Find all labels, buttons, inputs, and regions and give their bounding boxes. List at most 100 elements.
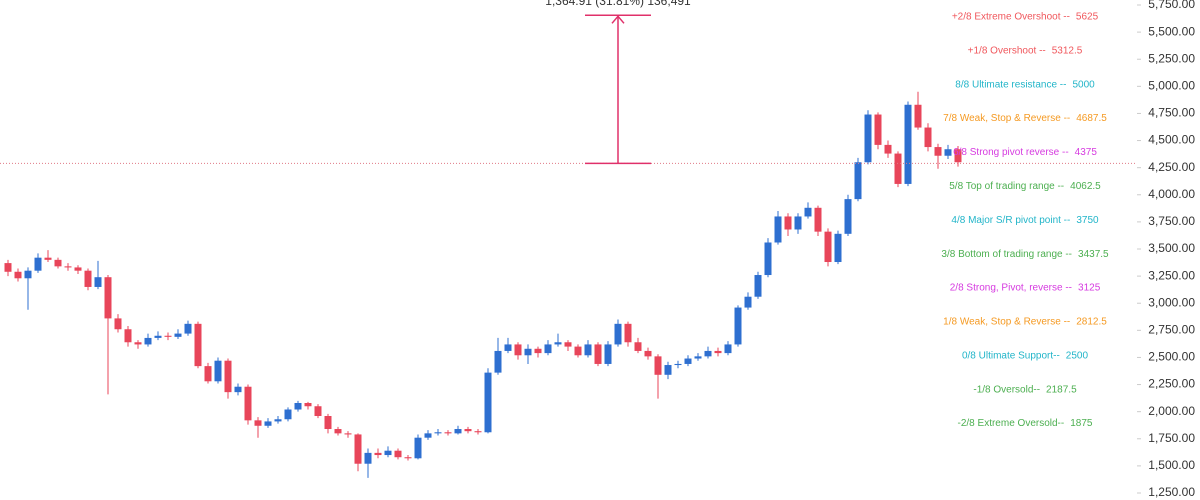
candle-body xyxy=(364,452,372,464)
level-label: 3/8 Bottom of trading range -- 3437.5 xyxy=(941,248,1109,259)
level-label: -2/8 Extreme Oversold-- 1875 xyxy=(958,418,1093,429)
candle-body xyxy=(754,275,762,297)
y-tick-label: 3,000.00 xyxy=(1148,295,1195,309)
level-name: -2/8 Extreme Oversold-- xyxy=(958,418,1065,429)
level-name: +2/8 Extreme Overshoot -- xyxy=(952,11,1070,22)
candle-body xyxy=(884,144,892,154)
level-label: 0/8 Ultimate Support-- 2500 xyxy=(962,350,1089,361)
candle-body xyxy=(124,329,132,343)
candle-body xyxy=(574,346,582,356)
candle-body xyxy=(214,360,222,382)
candle-body xyxy=(864,114,872,163)
level-label: -1/8 Oversold-- 2187.5 xyxy=(973,384,1077,395)
level-value: 5625 xyxy=(1076,11,1099,22)
candle-body xyxy=(954,149,962,163)
level-label: 1/8 Weak, Stop & Reverse -- 2812.5 xyxy=(943,316,1107,327)
level-name: 0/8 Ultimate Support-- xyxy=(962,350,1060,361)
level-name: 3/8 Bottom of trading range -- xyxy=(941,248,1072,259)
candle-body xyxy=(244,386,252,421)
candle-body xyxy=(664,365,672,375)
candle-body xyxy=(724,344,732,354)
level-value: 2187.5 xyxy=(1046,384,1077,395)
y-tick-label: 2,750.00 xyxy=(1148,323,1195,337)
candle-body xyxy=(614,323,622,345)
y-tick-label: 5,750.00 xyxy=(1148,0,1195,11)
candle-body xyxy=(14,271,22,279)
candle-body xyxy=(324,416,332,430)
candle-body xyxy=(394,450,402,458)
candle-body xyxy=(24,270,32,279)
candle-body xyxy=(794,216,802,230)
candle-body xyxy=(554,342,562,345)
candle-body xyxy=(594,344,602,364)
candle-body xyxy=(94,277,102,287)
candle-body xyxy=(744,296,752,308)
candle-body xyxy=(464,429,472,432)
y-tick-label: 4,750.00 xyxy=(1148,106,1195,120)
level-label: 4/8 Major S/R pivot point -- 3750 xyxy=(951,215,1099,226)
candle-body xyxy=(604,344,612,364)
candle-body xyxy=(844,199,852,234)
candle-body xyxy=(694,356,702,359)
y-tick-label: 2,000.00 xyxy=(1148,404,1195,418)
candle-body xyxy=(104,277,112,319)
candle-body xyxy=(914,104,922,128)
candle-body xyxy=(344,433,352,435)
candle-body xyxy=(784,216,792,230)
candle-body xyxy=(854,162,862,200)
candle-body xyxy=(494,350,502,373)
candle-body xyxy=(834,233,842,263)
candle-body xyxy=(274,419,282,422)
level-value: 5000 xyxy=(1072,79,1095,90)
candle-body xyxy=(264,421,272,426)
y-tick-label: 2,500.00 xyxy=(1148,350,1195,364)
candle-body xyxy=(374,452,382,456)
candle-body xyxy=(234,386,242,393)
candle-body xyxy=(224,360,232,393)
level-label: 8/8 Ultimate resistance -- 5000 xyxy=(955,79,1095,90)
level-name: 1/8 Weak, Stop & Reverse -- xyxy=(943,316,1070,327)
level-value: 3125 xyxy=(1078,282,1101,293)
candle-body xyxy=(524,348,532,356)
level-label: 2/8 Strong, Pivot, reverse -- 3125 xyxy=(950,282,1101,293)
candle-body xyxy=(684,358,692,364)
candle-body xyxy=(654,356,662,375)
candle-body xyxy=(934,147,942,156)
y-tick-label: 3,500.00 xyxy=(1148,241,1195,255)
candle-body xyxy=(254,420,262,426)
candle-body xyxy=(174,333,182,337)
candle-body xyxy=(284,409,292,420)
level-name: 6/8 Strong pivot reverse -- xyxy=(953,147,1069,158)
candle-body xyxy=(504,344,512,351)
level-value: 4375 xyxy=(1075,147,1098,158)
candle-body xyxy=(624,323,632,343)
candle-body xyxy=(564,342,572,347)
level-value: 5312.5 xyxy=(1052,45,1083,56)
candle-body xyxy=(674,363,682,366)
candle-body xyxy=(774,216,782,243)
level-label: 6/8 Strong pivot reverse -- 4375 xyxy=(953,147,1097,158)
candle-body xyxy=(114,318,122,330)
candle-body xyxy=(384,450,392,456)
candle-body xyxy=(314,406,322,417)
level-value: 4687.5 xyxy=(1076,113,1107,124)
y-tick-label: 3,250.00 xyxy=(1148,268,1195,282)
candle-body xyxy=(484,372,492,433)
candle-body xyxy=(584,344,592,356)
y-tick-label: 1,750.00 xyxy=(1148,431,1195,445)
candle-body xyxy=(184,323,192,334)
level-name: +1/8 Overshoot -- xyxy=(968,45,1046,56)
candle-body xyxy=(354,434,362,464)
candle-body xyxy=(874,114,882,145)
measure-arrowhead xyxy=(611,15,625,24)
level-label: +1/8 Overshoot -- 5312.5 xyxy=(968,45,1083,56)
y-tick-label: 1,250.00 xyxy=(1148,485,1195,499)
candle-body xyxy=(454,429,462,434)
candle-body xyxy=(84,270,92,287)
candle-body xyxy=(704,350,712,357)
candle-body xyxy=(134,342,142,345)
candle-body xyxy=(164,335,172,337)
candle-body xyxy=(824,231,832,263)
